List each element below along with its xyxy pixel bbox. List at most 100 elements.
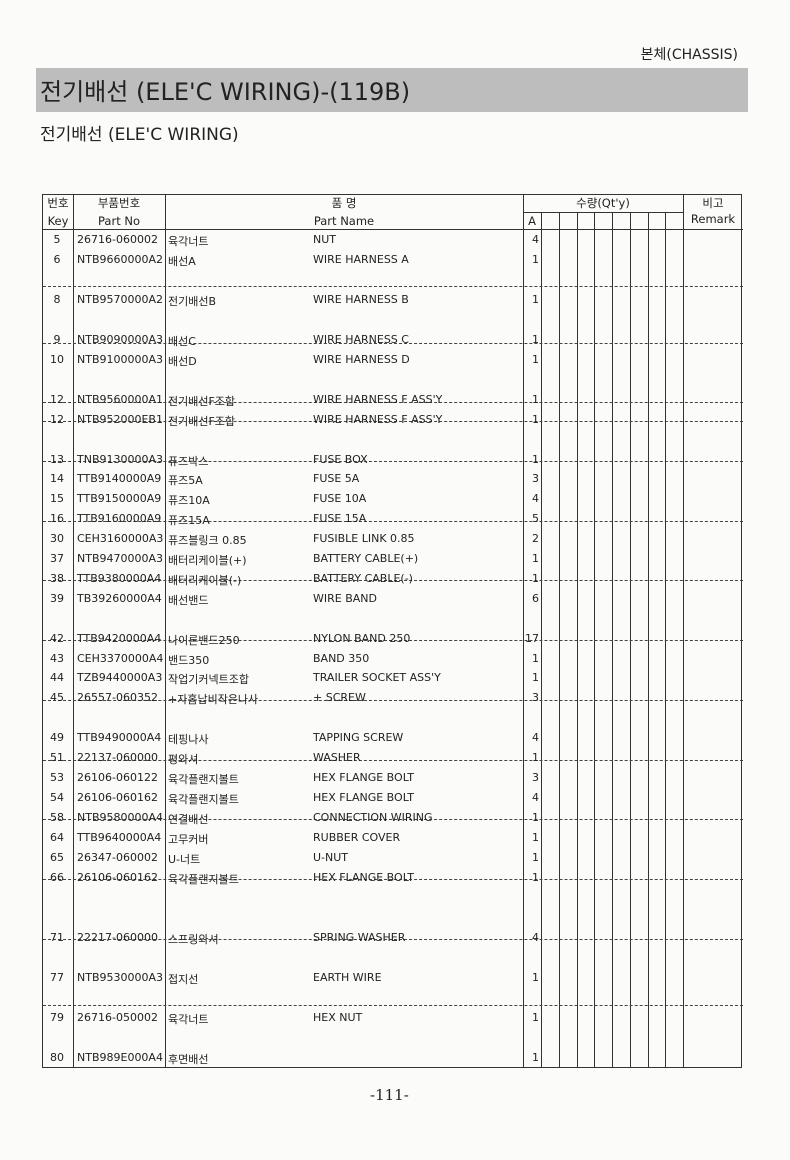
part-number-cell: TTB9150000A9 bbox=[77, 492, 162, 505]
quantity-cell: 1 bbox=[532, 1051, 539, 1064]
key-cell: 14 bbox=[50, 472, 64, 485]
part-number-cell: CEH3160000A3 bbox=[77, 532, 164, 545]
header-remark-ko: 비고 bbox=[702, 196, 724, 210]
part-number-cell: 26716-050002 bbox=[77, 1011, 158, 1024]
quantity-cell: 17 bbox=[525, 632, 539, 645]
quantity-cell: 1 bbox=[532, 453, 539, 466]
quantity-cell: 4 bbox=[532, 233, 539, 246]
part-number-cell: TNB9130000A3 bbox=[77, 453, 164, 466]
key-cell: 54 bbox=[50, 791, 64, 804]
korean-name-cell: 퓨즈블링크 0.85 bbox=[168, 534, 247, 547]
korean-name-cell: 전기배선F조합 bbox=[168, 415, 236, 428]
korean-name-cell: 육각너트 bbox=[168, 235, 209, 248]
quantity-cell: 1 bbox=[532, 293, 539, 306]
korean-name-cell: 전기배선B bbox=[168, 295, 217, 308]
korean-name-cell: 배선C bbox=[168, 335, 196, 348]
row-separator bbox=[43, 640, 743, 641]
qty-column-divider bbox=[541, 212, 542, 1067]
row-separator bbox=[43, 343, 743, 344]
key-cell: 37 bbox=[50, 552, 64, 565]
quantity-cell: 5 bbox=[532, 512, 539, 525]
part-number-cell: NTB9570000A2 bbox=[77, 293, 164, 306]
english-name-cell: WASHER bbox=[313, 751, 361, 764]
english-name-cell: TRAILER SOCKET ASS'Y bbox=[313, 671, 441, 684]
part-number-cell: 22137-060000 bbox=[77, 751, 158, 764]
korean-name-cell: 퓨즈박스 bbox=[168, 455, 209, 468]
korean-name-cell: 육각플랜지볼트 bbox=[168, 873, 239, 886]
korean-name-cell: 고무커버 bbox=[168, 833, 209, 846]
english-name-cell: + SCREW bbox=[313, 691, 366, 704]
english-name-cell: NUT bbox=[313, 233, 336, 246]
english-name-cell: SPRING WASHER bbox=[313, 931, 406, 944]
column-divider bbox=[165, 195, 166, 1067]
quantity-cell: 6 bbox=[532, 592, 539, 605]
row-separator bbox=[43, 461, 743, 462]
part-number-cell: NTB9560000A1 bbox=[77, 393, 164, 406]
key-cell: 10 bbox=[50, 353, 64, 366]
english-name-cell: WIRE HARNESS F ASS'Y bbox=[313, 413, 443, 426]
qty-column-divider bbox=[647, 212, 649, 1067]
quantity-cell: 1 bbox=[532, 393, 539, 406]
quantity-cell: 1 bbox=[532, 1011, 539, 1024]
key-cell: 39 bbox=[50, 592, 64, 605]
english-name-cell: WIRE HARNESS F ASS'Y bbox=[313, 393, 443, 406]
key-cell: 51 bbox=[50, 751, 64, 764]
row-separator bbox=[43, 939, 743, 940]
key-cell: 8 bbox=[53, 293, 61, 306]
quantity-cell: 1 bbox=[532, 751, 539, 764]
key-cell: 6 bbox=[53, 253, 61, 266]
key-cell: 79 bbox=[50, 1011, 64, 1024]
key-cell: 12 bbox=[50, 413, 64, 426]
column-divider bbox=[523, 195, 524, 1067]
korean-name-cell: 배터리케이블(-) bbox=[168, 574, 242, 587]
part-number-cell: 26106-060162 bbox=[77, 791, 158, 804]
english-name-cell: EARTH WIRE bbox=[313, 971, 382, 984]
quantity-cell: 1 bbox=[532, 671, 539, 684]
qty-column-divider bbox=[629, 212, 631, 1067]
korean-name-cell: 육각너트 bbox=[168, 1013, 209, 1026]
korean-name-cell: 접지선 bbox=[168, 973, 199, 986]
row-separator bbox=[43, 879, 743, 880]
key-cell: 16 bbox=[50, 512, 64, 525]
quantity-cell: 4 bbox=[532, 731, 539, 744]
quantity-cell: 1 bbox=[532, 871, 539, 884]
quantity-cell: 4 bbox=[532, 791, 539, 804]
korean-name-cell: 나이론밴드250 bbox=[168, 634, 240, 647]
row-separator bbox=[43, 286, 743, 287]
korean-name-cell: 스프링와셔 bbox=[168, 933, 219, 946]
qty-column-divider bbox=[594, 212, 596, 1067]
english-name-cell: FUSE 15A bbox=[313, 512, 367, 525]
part-number-cell: 26557-060352 bbox=[77, 691, 158, 704]
korean-name-cell: 배터리케이블(+) bbox=[168, 554, 247, 567]
part-number-cell: NTB9530000A3 bbox=[77, 971, 164, 984]
part-number-cell: TTB9490000A4 bbox=[77, 731, 162, 744]
key-cell: 65 bbox=[50, 851, 64, 864]
english-name-cell: RUBBER COVER bbox=[313, 831, 401, 844]
key-cell: 66 bbox=[50, 871, 64, 884]
english-name-cell: FUSE 10A bbox=[313, 492, 367, 505]
key-cell: 49 bbox=[50, 731, 64, 744]
part-number-cell: TZB9440000A3 bbox=[77, 671, 163, 684]
korean-name-cell: 작업기커넥트조합 bbox=[168, 673, 249, 686]
korean-name-cell: +자홈납비작은나사 bbox=[168, 693, 259, 706]
english-name-cell: CONNECTION WIRING bbox=[313, 811, 433, 824]
key-cell: 77 bbox=[50, 971, 64, 984]
quantity-cell: 1 bbox=[532, 811, 539, 824]
quantity-cell: 3 bbox=[532, 691, 539, 704]
quantity-cell: 1 bbox=[532, 572, 539, 585]
korean-name-cell: 연결배선 bbox=[168, 813, 209, 826]
header-partno-en: Part No bbox=[98, 214, 140, 228]
qty-column-divider bbox=[576, 212, 578, 1067]
english-name-cell: FUSE 5A bbox=[313, 472, 360, 485]
quantity-cell: 4 bbox=[532, 492, 539, 505]
row-separator bbox=[43, 819, 743, 820]
header-qty-ko: 수량(Qt'y) bbox=[576, 196, 630, 210]
row-separator bbox=[43, 760, 743, 761]
quantity-cell: 1 bbox=[532, 253, 539, 266]
english-name-cell: HEX FLANGE BOLT bbox=[313, 791, 415, 804]
page-title: 전기배선 (ELE'C WIRING)-(119B) bbox=[40, 78, 411, 106]
english-name-cell: FUSE BOX bbox=[313, 453, 368, 466]
key-cell: 43 bbox=[50, 652, 64, 665]
part-number-cell: NTB9470000A3 bbox=[77, 552, 164, 565]
column-divider bbox=[73, 195, 74, 1067]
